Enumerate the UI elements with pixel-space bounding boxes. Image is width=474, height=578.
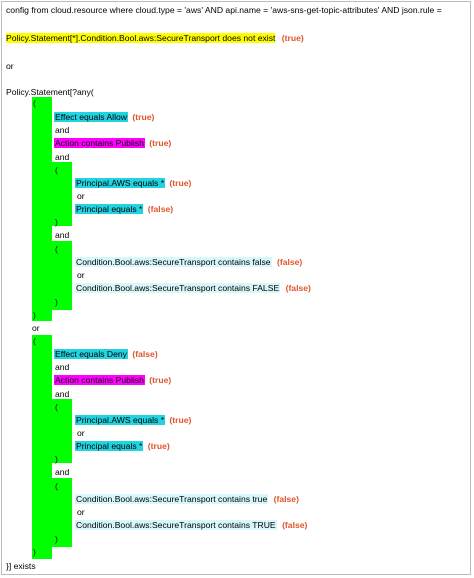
- block2-inner1-open: (: [55, 402, 58, 412]
- block2-outer-bar: [32, 335, 52, 559]
- policy-statement-start: Policy.Statement[?any(: [6, 87, 94, 97]
- block1-effect: Effect equals Allow: [54, 112, 128, 122]
- block1-principal: Principal equals *: [75, 204, 144, 214]
- block2-open-paren: (: [33, 336, 36, 346]
- block1-inner2-bar: [52, 241, 72, 310]
- block2-inner1-close: ): [55, 454, 58, 464]
- block1-cond2-line: Condition.Bool.aws:SecureTransport conta…: [75, 282, 311, 294]
- block1-cond1: Condition.Bool.aws:SecureTransport conta…: [75, 257, 272, 267]
- block1-principal-aws: Principal.AWS equals *: [75, 178, 166, 188]
- block1-and-2: and: [55, 152, 70, 162]
- block1-cond1-value: (false): [276, 257, 303, 267]
- block1-inner1-open: (: [55, 165, 58, 175]
- block2-inner2-close: ): [55, 534, 58, 544]
- block1-inner2-close: ): [55, 297, 58, 307]
- block1-principal-value: (false): [147, 204, 174, 214]
- block2-effect-line: Effect equals Deny (false): [54, 348, 158, 360]
- block2-and-2: and: [55, 389, 70, 399]
- block1-outer-bar: [32, 97, 52, 321]
- block1-or-inner2: or: [77, 270, 85, 280]
- block2-or-inner2: or: [77, 507, 85, 517]
- secure-transport-check: Policy.Statement[*].Condition.Bool.aws:S…: [6, 33, 276, 43]
- block1-principal-aws-line: Principal.AWS equals * (true): [75, 177, 191, 189]
- block2-inner2-bar: [52, 478, 72, 547]
- block2-and-1: and: [55, 362, 70, 372]
- block1-effect-value: (true): [132, 112, 155, 122]
- block2-effect-value: (false): [132, 349, 158, 359]
- block2-cond2: Condition.Bool.aws:SecureTransport conta…: [75, 520, 277, 530]
- block1-cond1-line: Condition.Bool.aws:SecureTransport conta…: [75, 256, 302, 268]
- block1-and-1: and: [55, 125, 70, 135]
- block1-action: Action contains Publish: [54, 138, 145, 148]
- block2-action-line: Action contains Publish (true): [54, 374, 171, 386]
- block1-or-inner1: or: [77, 191, 85, 201]
- block2-principal-aws-value: (true): [169, 415, 192, 425]
- block2-and-3: and: [55, 467, 70, 477]
- block2-cond1-line: Condition.Bool.aws:SecureTransport conta…: [75, 493, 299, 505]
- policy-check-line: Policy.Statement[*].Condition.Bool.aws:S…: [6, 32, 304, 44]
- block2-effect: Effect equals Deny: [54, 349, 128, 359]
- or-between-blocks: or: [32, 323, 40, 333]
- block1-action-line: Action contains Publish (true): [54, 137, 171, 149]
- block1-inner1-bar: [52, 162, 72, 226]
- block2-action: Action contains Publish: [54, 375, 145, 385]
- block2-principal-aws: Principal.AWS equals *: [75, 415, 166, 425]
- block1-inner2-open: (: [55, 244, 58, 254]
- block2-inner2-open: (: [55, 481, 58, 491]
- block1-cond2: Condition.Bool.aws:SecureTransport conta…: [75, 283, 281, 293]
- block1-action-value: (true): [149, 138, 172, 148]
- block2-principal: Principal equals *: [75, 441, 144, 451]
- block2-cond2-value: (false): [282, 520, 308, 530]
- block1-inner1-close: ): [55, 217, 58, 227]
- block2-close-paren: ): [33, 547, 36, 557]
- block2-principal-aws-line: Principal.AWS equals * (true): [75, 414, 191, 426]
- block2-cond1-value: (false): [273, 494, 299, 504]
- block2-principal-line: Principal equals * (true): [75, 440, 170, 452]
- block1-cond2-value: (false): [285, 283, 311, 293]
- block2-inner1-bar: [52, 399, 72, 463]
- exists-footer: }] exists: [6, 561, 36, 571]
- block1-effect-line: Effect equals Allow (true): [54, 111, 154, 123]
- block2-principal-value: (true): [147, 441, 170, 451]
- query-line: config from cloud.resource where cloud.t…: [6, 5, 442, 15]
- block1-principal-line: Principal equals * (false): [75, 203, 173, 215]
- block2-cond1: Condition.Bool.aws:SecureTransport conta…: [75, 494, 269, 504]
- block1-open-paren: (: [33, 98, 36, 108]
- block1-close-paren: ): [33, 310, 36, 320]
- block2-cond2-line: Condition.Bool.aws:SecureTransport conta…: [75, 519, 307, 531]
- secure-transport-check-value: (true): [281, 33, 304, 43]
- block2-or-inner1: or: [77, 428, 85, 438]
- or-operator: or: [6, 61, 14, 71]
- block2-action-value: (true): [149, 375, 172, 385]
- block1-and-3: and: [55, 230, 70, 240]
- block1-principal-aws-value: (true): [169, 178, 192, 188]
